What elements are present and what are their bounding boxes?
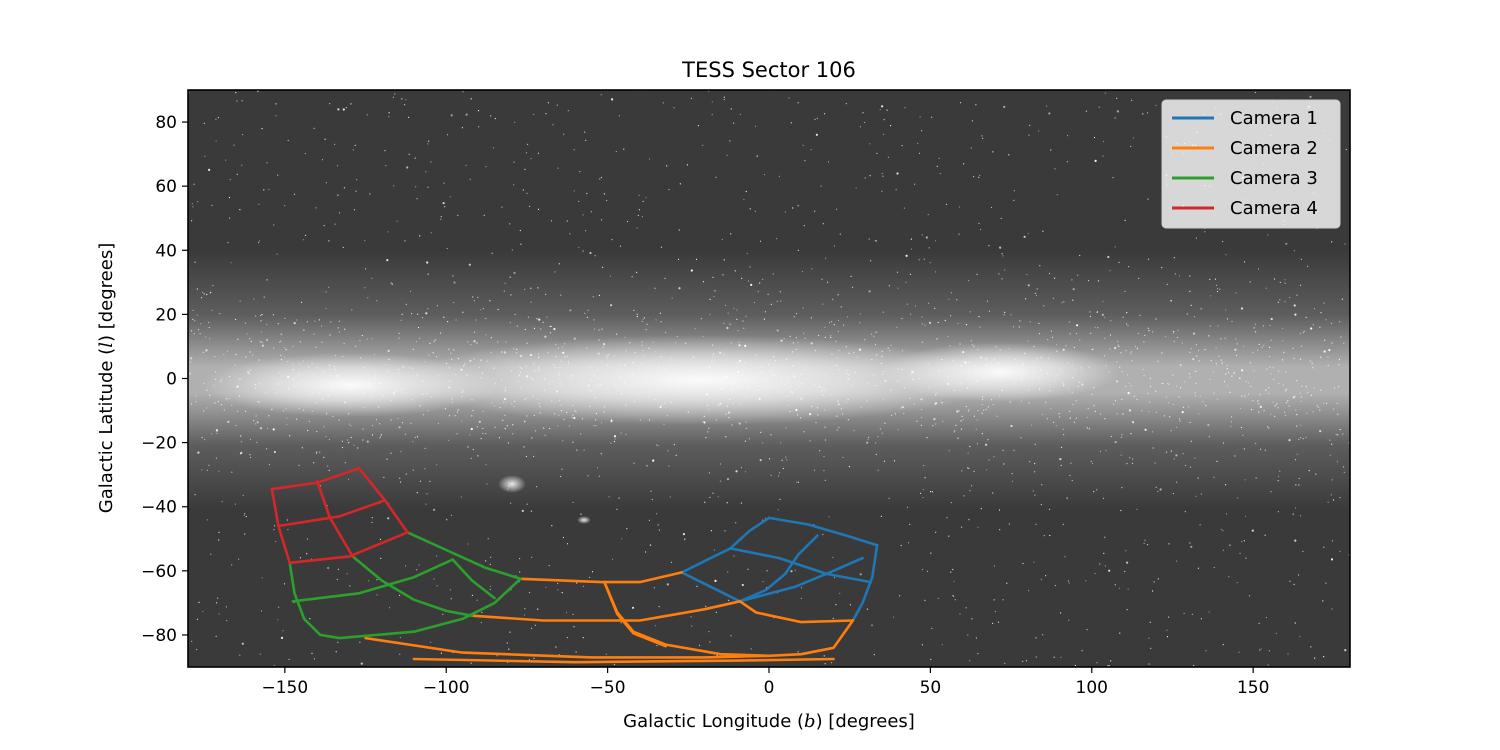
camera-1-line xyxy=(729,547,872,584)
camera-3-line xyxy=(338,577,522,640)
milky-way-glow-left xyxy=(200,353,500,417)
camera-3-line xyxy=(451,558,496,600)
plot-area xyxy=(188,90,1350,667)
chart-title: TESS Sector 106 xyxy=(681,58,856,82)
x-axis-label: Galactic Longitude (b) [degrees] xyxy=(623,711,915,732)
x-tick-label: −50 xyxy=(590,678,626,698)
legend-label-camera-2: Camera 2 xyxy=(1230,138,1318,159)
milky-way-glow-right xyxy=(880,342,1120,402)
camera-4-line xyxy=(288,531,409,565)
camera-1-line xyxy=(767,516,879,547)
y-tick-label: 0 xyxy=(166,370,177,390)
milky-way-core xyxy=(400,335,1000,425)
camera-3-line xyxy=(291,558,454,603)
legend: Camera 1 Camera 2 Camera 3 Camera 4 xyxy=(1161,99,1341,229)
x-tick-label: 50 xyxy=(920,678,942,698)
legend-box xyxy=(1161,99,1341,229)
camera-4-line xyxy=(270,487,291,565)
camera-2-line xyxy=(470,600,742,622)
y-tick-label: 40 xyxy=(155,241,177,261)
y-tick-label: 80 xyxy=(155,113,177,133)
y-axis: 80 60 40 20 0 −20 −40 −60 −80 xyxy=(141,113,188,646)
y-tick-label: 60 xyxy=(155,177,177,197)
small-magellanic-cloud xyxy=(577,516,591,524)
camera-2-line xyxy=(519,571,684,584)
camera-2-line xyxy=(364,619,855,659)
camera-3-line xyxy=(351,555,474,617)
y-tick-label: −60 xyxy=(141,562,177,582)
camera-4-line xyxy=(315,479,354,558)
x-axis: −150 −100 −50 0 50 100 150 xyxy=(261,667,1269,698)
camera-4-line xyxy=(277,499,387,528)
y-axis-label: Galactic Latitude (l) [degrees] xyxy=(96,243,117,513)
x-tick-label: 100 xyxy=(1076,678,1108,698)
y-tick-label: 20 xyxy=(155,305,177,325)
x-tick-label: 150 xyxy=(1237,678,1269,698)
legend-label-camera-4: Camera 4 xyxy=(1230,198,1318,219)
y-tick-label: −40 xyxy=(141,498,177,518)
legend-label-camera-3: Camera 3 xyxy=(1230,168,1318,189)
camera-footprints xyxy=(270,467,879,664)
camera-1-line xyxy=(738,534,819,603)
camera-1-line xyxy=(680,571,742,603)
legend-label-camera-1: Camera 1 xyxy=(1230,108,1318,129)
large-magellanic-cloud xyxy=(498,475,526,493)
x-tick-label: 0 xyxy=(764,678,775,698)
camera-4-line xyxy=(357,467,409,534)
y-tick-label: −80 xyxy=(141,626,177,646)
x-tick-label: −100 xyxy=(423,678,470,698)
x-tick-label: −150 xyxy=(261,678,308,698)
camera-3-line xyxy=(288,561,341,640)
camera-3-line xyxy=(406,531,522,581)
camera-1-line xyxy=(680,516,771,574)
camera-2-line xyxy=(412,657,835,664)
camera-2-line xyxy=(738,600,855,624)
camera-1-line xyxy=(738,556,864,603)
y-tick-label: −20 xyxy=(141,434,177,454)
camera-1-line xyxy=(851,543,879,622)
camera-2-line xyxy=(603,580,667,648)
